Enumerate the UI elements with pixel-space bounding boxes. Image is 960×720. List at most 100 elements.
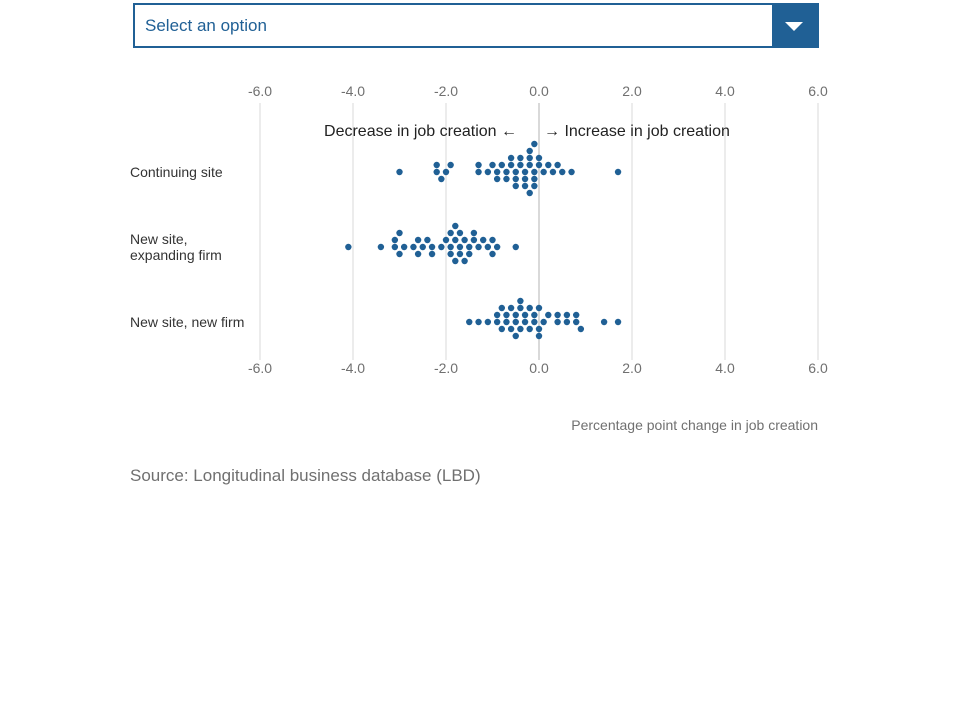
data-point (554, 161, 561, 169)
data-point (447, 250, 454, 258)
data-point (563, 311, 571, 319)
x-tick-label-top: 0.0 (529, 83, 549, 99)
data-point (345, 243, 352, 251)
data-point (447, 243, 454, 251)
data-point (484, 168, 492, 176)
data-point (512, 168, 519, 176)
data-point (438, 175, 445, 183)
data-point (466, 318, 473, 326)
source-note: Source: Longitudinal business database (… (130, 466, 481, 485)
data-point (419, 243, 426, 251)
data-point (493, 175, 501, 183)
x-tick-label-bottom: -6.0 (248, 360, 272, 376)
data-point (489, 250, 496, 258)
data-point (475, 318, 482, 326)
data-point (493, 311, 501, 319)
data-point (428, 250, 436, 258)
data-point (456, 243, 464, 251)
x-tick-label-top: -4.0 (341, 83, 365, 99)
select-placeholder: Select an option (145, 16, 267, 35)
data-point (526, 154, 533, 162)
data-point (507, 304, 515, 312)
data-point (521, 168, 529, 176)
x-tick-label-bottom: 0.0 (529, 360, 549, 376)
data-point (531, 175, 538, 183)
data-point (442, 236, 450, 244)
data-point (461, 257, 468, 265)
data-point (512, 311, 519, 319)
data-point (503, 311, 510, 319)
annotation-increase: → Increase in job creation (544, 123, 730, 140)
category-select[interactable]: Select an option (133, 3, 819, 48)
data-point (452, 257, 459, 265)
data-point (573, 311, 580, 319)
data-point (535, 161, 543, 169)
data-point (493, 168, 501, 176)
chevron-down-icon[interactable] (772, 5, 817, 46)
data-point (535, 332, 543, 340)
category-label: Continuing site (130, 164, 223, 180)
data-point (507, 154, 515, 162)
data-point (540, 168, 547, 176)
data-point (438, 243, 445, 251)
data-point (526, 304, 533, 312)
category-label: expanding firm (130, 247, 222, 263)
data-point (503, 318, 510, 326)
data-point (563, 318, 571, 326)
data-point (507, 325, 515, 333)
data-point (507, 161, 515, 169)
x-tick-label-bottom: -2.0 (434, 360, 458, 376)
data-point (498, 161, 505, 169)
x-tick-label-top: 6.0 (808, 83, 828, 99)
data-point (614, 318, 622, 326)
data-point (475, 161, 482, 169)
data-point (433, 168, 440, 176)
data-point (531, 168, 538, 176)
data-point (447, 229, 454, 237)
data-point (452, 236, 459, 244)
data-point (517, 304, 524, 312)
x-tick-label-bottom: 4.0 (715, 360, 735, 376)
data-point (377, 243, 385, 251)
data-point (526, 161, 533, 169)
data-point (521, 311, 529, 319)
data-point (554, 311, 561, 319)
data-point (452, 222, 459, 230)
data-point (521, 175, 529, 183)
data-point (512, 332, 519, 340)
data-point (600, 318, 608, 326)
data-point (391, 236, 399, 244)
x-tick-label-top: -2.0 (434, 83, 458, 99)
data-point (396, 250, 403, 258)
data-point (517, 297, 524, 305)
data-point (424, 236, 431, 244)
x-tick-label-bottom: -4.0 (341, 360, 365, 376)
data-point (549, 168, 557, 176)
data-point (466, 250, 473, 258)
data-point (512, 318, 519, 326)
data-point (470, 229, 478, 237)
data-point (456, 250, 464, 258)
data-point (526, 189, 533, 197)
data-point (489, 161, 496, 169)
data-point (503, 168, 510, 176)
data-point (554, 318, 561, 326)
data-point (512, 182, 519, 190)
x-tick-label-bottom: 6.0 (808, 360, 828, 376)
data-point (428, 243, 436, 251)
data-point (498, 304, 505, 312)
data-point (568, 168, 575, 176)
data-point (447, 161, 454, 169)
category-label: New site, new firm (130, 314, 244, 330)
data-point (577, 325, 585, 333)
data-point (410, 243, 417, 251)
data-point (484, 318, 492, 326)
data-point (535, 154, 543, 162)
data-point (559, 168, 566, 176)
data-point (498, 325, 505, 333)
data-point (512, 243, 519, 251)
x-tick-label-bottom: 2.0 (622, 360, 642, 376)
data-point (396, 168, 403, 176)
x-axis-title: Percentage point change in job creation (571, 417, 818, 433)
data-point (535, 325, 543, 333)
